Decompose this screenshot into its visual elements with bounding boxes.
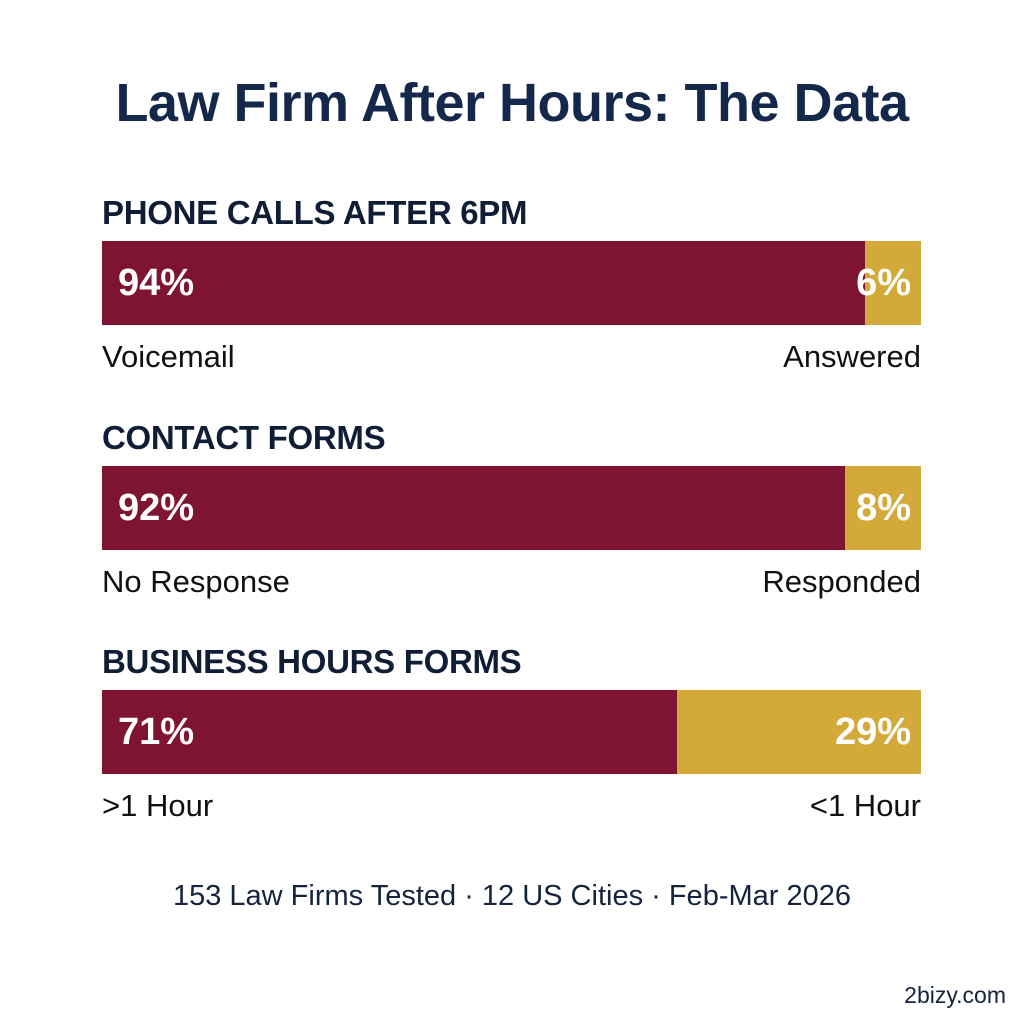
label-under-1-hour: <1 Hour [809, 788, 921, 823]
pct-no-response: 92% [118, 487, 195, 529]
section-contact-forms: CONTACT FORMS 92% 8% No Response Respond… [102, 418, 921, 599]
section-title: BUSINESS HOURS FORMS [102, 643, 522, 680]
bar-segment-responded [845, 466, 921, 550]
bar-segment-no-response [102, 466, 845, 550]
bar-segment-over-1-hour [102, 690, 677, 774]
pct-answered: 6% [856, 262, 911, 304]
label-no-response: No Response [102, 564, 290, 599]
pct-voicemail: 94% [118, 262, 195, 304]
section-title: PHONE CALLS AFTER 6PM [102, 194, 528, 231]
pct-under-1-hour: 29% [834, 711, 911, 753]
label-voicemail: Voicemail [102, 339, 235, 374]
pct-over-1-hour: 71% [118, 711, 195, 753]
footer-note: 153 Law Firms Tested · 12 US Cities · Fe… [172, 880, 851, 912]
label-over-1-hour: >1 Hour [102, 788, 214, 823]
stacked-bar: 94% 6% [102, 241, 921, 325]
section-phone-calls: PHONE CALLS AFTER 6PM 94% 6% Voicemail A… [102, 193, 921, 374]
label-responded: Responded [762, 564, 921, 599]
bar-segment-answered [865, 241, 921, 325]
brand-watermark: 2bizy.com [904, 982, 1006, 1008]
bar-segment-under-1-hour [677, 690, 921, 774]
section-title: CONTACT FORMS [102, 419, 386, 456]
stacked-bar: 71% 29% [102, 690, 921, 774]
bar-segment-voicemail [102, 241, 865, 325]
label-answered: Answered [783, 339, 921, 374]
pct-responded: 8% [856, 487, 911, 529]
section-business-hours-forms: BUSINESS HOURS FORMS 71% 29% >1 Hour <1 … [102, 642, 921, 823]
chart-title: Law Firm After Hours: The Data [115, 73, 909, 133]
stacked-bar: 92% 8% [102, 466, 921, 550]
